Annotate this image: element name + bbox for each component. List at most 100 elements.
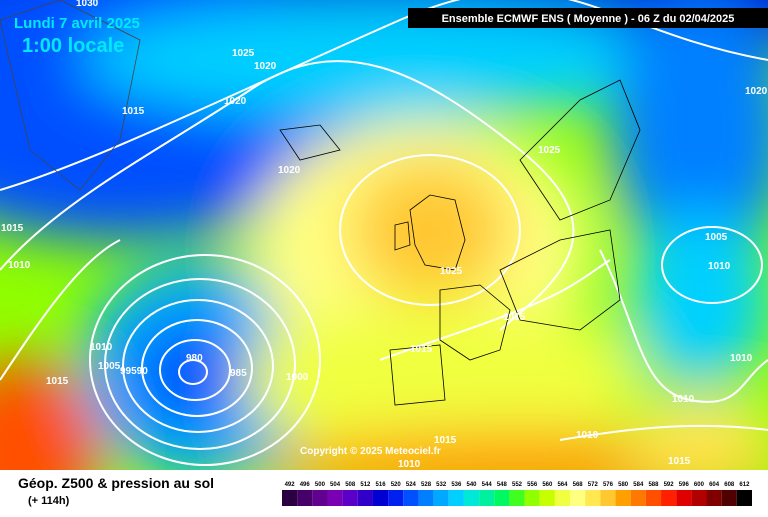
scale-label: 576	[603, 482, 614, 488]
isobar-label: 1010	[90, 342, 113, 353]
scale-swatch	[433, 490, 449, 506]
scale-swatch	[661, 490, 677, 506]
scale-swatch	[721, 490, 737, 506]
scale-swatch	[297, 490, 313, 506]
scale-label: 496	[300, 482, 311, 488]
scale-swatch	[585, 490, 601, 506]
scale-swatch	[463, 490, 480, 506]
isobar-label: 1020	[278, 165, 301, 176]
scale-swatch	[388, 490, 404, 506]
scale-swatch	[630, 490, 646, 506]
scale-label: 540	[467, 482, 478, 488]
scale-label: 512	[360, 482, 371, 488]
scale-swatch	[357, 490, 373, 506]
scale-label: 600	[694, 482, 705, 488]
scale-label: 604	[709, 482, 720, 488]
isobar-label: 1005	[705, 232, 728, 243]
footer-title: Géop. Z500 & pression au sol	[18, 475, 214, 491]
isobar-label: 1010	[398, 459, 421, 470]
run-info: Ensemble ECMWF ENS ( Moyenne ) - 06 Z du…	[442, 13, 735, 25]
scale-swatch	[676, 490, 692, 506]
scale-swatch	[327, 490, 343, 506]
scale-swatch	[479, 490, 495, 506]
isobar-label: 1015	[434, 435, 457, 446]
scale-label: 560	[542, 482, 553, 488]
scale-label: 580	[618, 482, 629, 488]
copyright: Copyright © 2025 Meteociel.fr	[300, 446, 441, 457]
scale-swatch	[282, 490, 298, 506]
isobar-label: 1010	[730, 353, 753, 364]
scale-swatch	[509, 490, 525, 506]
isobar-label: 1010	[8, 260, 31, 271]
scale-label: 528	[421, 482, 432, 488]
run-banner	[408, 8, 768, 28]
scale-label: 584	[633, 482, 644, 488]
color-scale: 492 496 500 504 508 512 516 520 524 528 532 536 540 5…	[282, 482, 752, 506]
scale-swatch	[418, 490, 434, 506]
scale-swatch	[736, 490, 752, 506]
time: 1:00 locale	[22, 35, 124, 57]
isobar-label: 1020	[224, 96, 247, 107]
scale-label: 536	[451, 482, 462, 488]
scale-swatch	[403, 490, 419, 506]
scale-label: 520	[391, 482, 402, 488]
scale-label: 564	[557, 482, 568, 488]
isobar-label: 1010	[576, 430, 599, 441]
isobar-label: 985	[230, 368, 247, 379]
scale-label: 552	[512, 482, 523, 488]
scale-label: 592	[664, 482, 675, 488]
scale-swatch	[372, 490, 389, 506]
scale-label: 608	[724, 482, 735, 488]
scale-swatch	[645, 490, 662, 506]
scale-label: 500	[315, 482, 326, 488]
scale-swatch	[312, 490, 328, 506]
lead-time: (+ 114h)	[28, 495, 70, 507]
isobar-label: 1025	[538, 145, 561, 156]
scale-label: 516	[376, 482, 387, 488]
scale-label: 596	[679, 482, 690, 488]
scale-swatch	[342, 490, 358, 506]
scale-label: 568	[573, 482, 584, 488]
scale-swatch	[706, 490, 722, 506]
scale-swatch	[448, 490, 464, 506]
isobar-label: 1015	[503, 312, 526, 323]
isobar-label: 1010	[708, 261, 731, 272]
scale-label: 556	[527, 482, 538, 488]
isobar-label: 1010	[672, 394, 695, 405]
scale-swatch	[600, 490, 616, 506]
scale-label: 532	[436, 482, 447, 488]
scale-swatch	[570, 490, 586, 506]
isobar-label: 1020	[254, 61, 277, 72]
scale-swatch	[691, 490, 707, 506]
isobar-label: 1030	[76, 0, 99, 9]
scale-swatch	[539, 490, 555, 506]
scale-swatch	[554, 490, 571, 506]
isobar-label: 1025	[440, 266, 463, 277]
coastlines	[0, 0, 641, 406]
scale-swatch	[494, 490, 510, 506]
scale-swatch	[615, 490, 631, 506]
isobar-label: 980	[186, 353, 203, 364]
isobar-label: 1020	[745, 86, 768, 97]
isobar-label: 1015	[122, 106, 145, 117]
isobar-label: 1025	[232, 48, 255, 59]
scale-label: 544	[482, 482, 493, 488]
scale-swatch	[524, 490, 540, 506]
isobar-label: 1015	[1, 223, 24, 234]
isobar-label: 1015	[46, 376, 69, 387]
scale-label: 524	[406, 482, 417, 488]
isobar-label: 1015	[668, 456, 691, 467]
date: Lundi 7 avril 2025	[14, 15, 140, 32]
scale-label: 588	[648, 482, 659, 488]
scale-label: 504	[330, 482, 341, 488]
isobar-label: 1005	[98, 361, 121, 372]
isobar-label: 1000	[286, 372, 309, 383]
scale-label: 612	[739, 482, 750, 488]
scale-label: 508	[345, 482, 356, 488]
scale-label: 572	[588, 482, 599, 488]
isobar-label: 1015	[410, 344, 433, 355]
isobar-label: 99590	[120, 366, 148, 377]
scale-label: 492	[285, 482, 296, 488]
